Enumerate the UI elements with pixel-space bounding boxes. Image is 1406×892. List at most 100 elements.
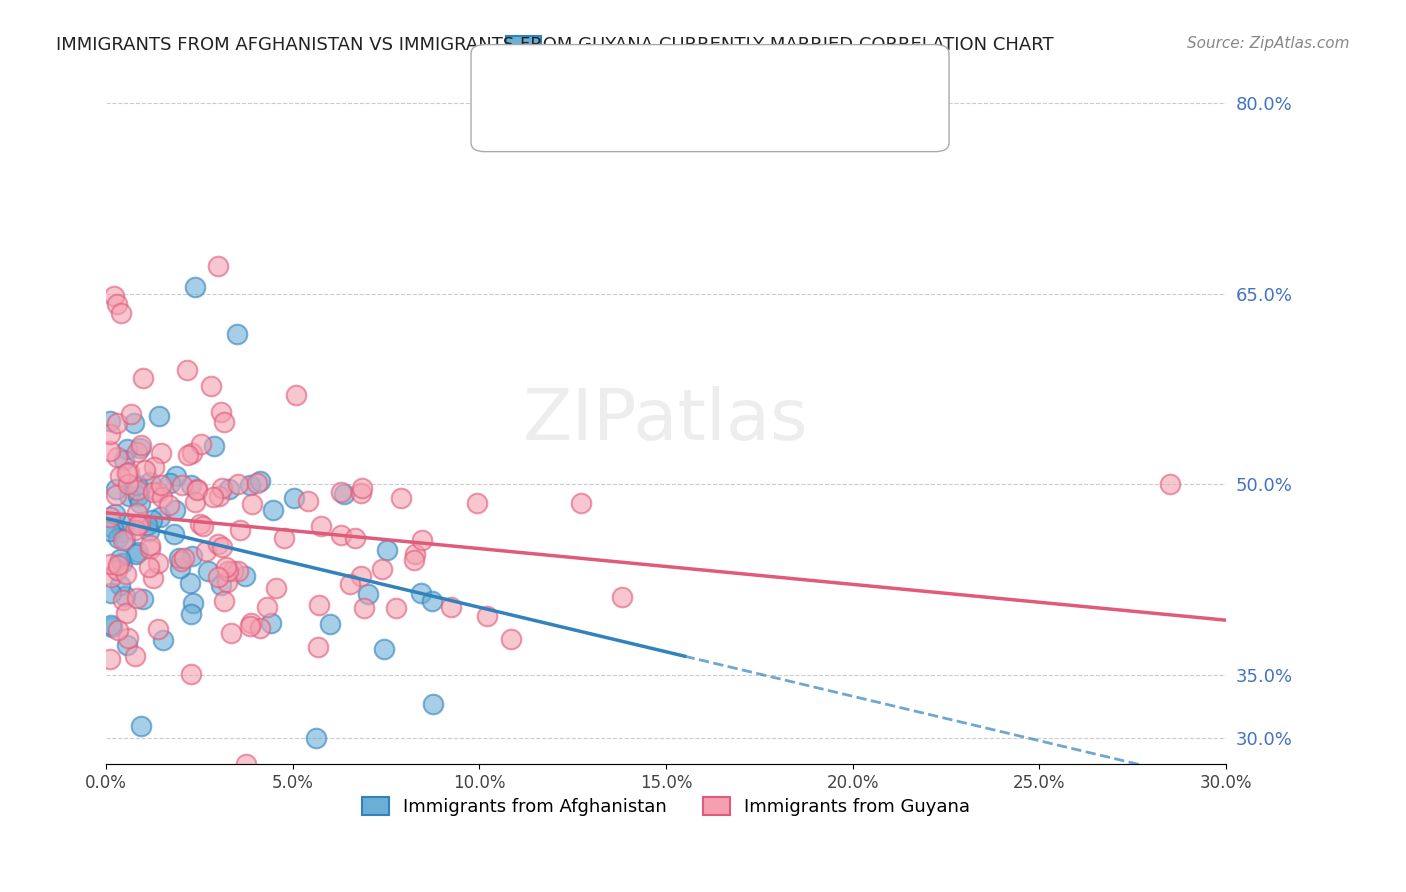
Text: 67: 67 (710, 45, 733, 62)
Point (122, 416, 145, 430)
Point (211, 540, 233, 554)
Point (127, 489, 149, 503)
Point (330, 528, 353, 542)
Text: 113: 113 (710, 85, 745, 103)
Point (217, 564, 239, 578)
Point (111, 556, 134, 570)
Point (211, 481, 233, 495)
Point (165, 468, 187, 483)
Point (215, 560, 238, 574)
Point (162, 527, 184, 541)
Point (305, 731, 328, 746)
Point (569, 496, 592, 510)
Point (98, 524, 121, 538)
Point (333, 487, 356, 501)
Point (404, 547, 426, 561)
Point (285, 388, 308, 402)
Point (177, 448, 200, 462)
Point (100, 570, 122, 584)
Point (142, 571, 165, 585)
Point (132, 592, 155, 607)
Point (169, 561, 191, 575)
Point (172, 478, 194, 492)
Point (148, 409, 170, 423)
Point (207, 536, 229, 550)
Point (195, 543, 218, 558)
Point (344, 531, 367, 545)
Point (246, 476, 269, 491)
Point (202, 490, 225, 504)
Point (124, 523, 146, 537)
Point (103, 289, 125, 303)
Point (101, 620, 124, 634)
Point (125, 591, 148, 605)
Text: IMMIGRANTS FROM AFGHANISTAN VS IMMIGRANTS FROM GUYANA CURRENTLY MARRIED CORRELAT: IMMIGRANTS FROM AFGHANISTAN VS IMMIGRANT… (56, 36, 1054, 54)
Point (136, 518, 159, 533)
Point (297, 493, 319, 508)
Point (475, 608, 498, 623)
Point (114, 532, 136, 546)
Point (440, 599, 463, 614)
Point (309, 519, 332, 533)
Point (218, 482, 240, 496)
Point (127, 506, 149, 520)
Text: R =: R = (551, 45, 588, 62)
Point (499, 632, 522, 646)
Point (188, 517, 211, 532)
Point (143, 460, 166, 475)
Point (125, 547, 148, 561)
Text: N =: N = (661, 45, 697, 62)
Point (114, 589, 136, 603)
Point (212, 415, 235, 429)
Point (107, 558, 129, 572)
Point (104, 508, 127, 522)
Point (180, 607, 202, 622)
Point (420, 594, 443, 608)
Point (108, 469, 131, 483)
Point (98, 652, 121, 666)
Point (134, 463, 156, 477)
Point (239, 478, 262, 492)
Point (239, 619, 262, 633)
Point (128, 516, 150, 530)
Point (107, 296, 129, 310)
Point (98, 510, 121, 524)
Point (207, 489, 229, 503)
Point (330, 485, 353, 500)
Point (105, 450, 128, 464)
Point (146, 556, 169, 570)
Point (138, 542, 160, 557)
Point (125, 483, 148, 497)
Point (260, 616, 283, 631)
Point (117, 476, 139, 491)
Point (152, 632, 174, 647)
Point (176, 363, 198, 377)
Point (100, 618, 122, 632)
Point (307, 640, 329, 655)
Point (226, 476, 249, 491)
Point (202, 440, 225, 454)
Point (190, 437, 212, 451)
Point (98, 414, 121, 428)
Point (115, 466, 138, 480)
Point (411, 533, 433, 547)
Point (207, 259, 229, 273)
Point (115, 606, 138, 620)
Point (404, 553, 426, 567)
Point (219, 626, 242, 640)
Point (118, 465, 141, 479)
Point (139, 538, 162, 552)
Point (422, 698, 444, 712)
Point (180, 666, 202, 681)
Point (105, 416, 128, 430)
Point (129, 438, 152, 452)
Point (105, 563, 128, 577)
Point (146, 485, 169, 500)
Point (112, 533, 135, 547)
Point (129, 496, 152, 510)
Point (207, 570, 229, 584)
Point (179, 575, 201, 590)
Point (98, 557, 121, 571)
Point (132, 370, 155, 384)
Point (112, 452, 135, 467)
